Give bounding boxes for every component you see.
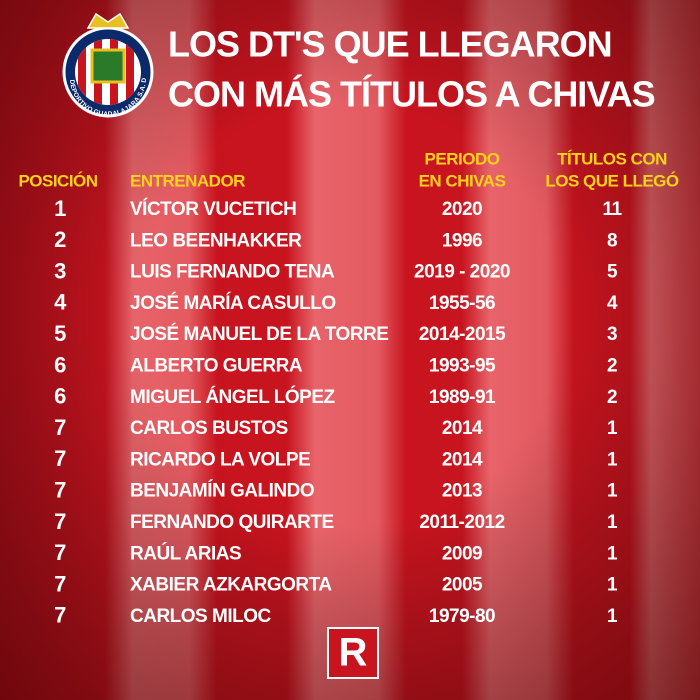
period: 1955-56 xyxy=(429,293,495,314)
titles: 1 xyxy=(607,481,618,502)
coach-name: BENJAMÍN GALINDO xyxy=(130,480,314,502)
period: 2019 - 2020 xyxy=(414,262,510,283)
titles: 8 xyxy=(607,230,617,251)
position: 7 xyxy=(54,509,66,534)
column-header: PERIODO xyxy=(425,149,500,168)
title-line: LOS DT'S QUE LLEGARON xyxy=(168,24,612,65)
titles: 3 xyxy=(607,324,617,345)
position: 7 xyxy=(54,571,66,596)
title: LOS DT'S QUE LLEGARON CON MÁS TÍTULOS A C… xyxy=(168,24,656,115)
brand-letter: R xyxy=(339,631,368,675)
titles: 5 xyxy=(607,262,618,283)
column-header: EN CHIVAS xyxy=(419,171,506,190)
table-row: 7 FERNANDO QUIRARTE 2011-2012 1 xyxy=(54,509,618,534)
coach-name: VÍCTOR VUCETICH xyxy=(130,198,296,220)
column-header: POSICIÓN xyxy=(18,171,97,190)
coach-name: JOSÉ MARÍA CASULLO xyxy=(130,292,336,314)
titles: 1 xyxy=(607,606,618,627)
column-header: ENTRENADOR xyxy=(130,171,245,190)
period: 1979-80 xyxy=(429,606,495,627)
period: 2014 xyxy=(442,418,483,439)
table-row: 7 BENJAMÍN GALINDO 2013 1 xyxy=(54,478,618,503)
table-row: 3 LUIS FERNANDO TENA 2019 - 2020 5 xyxy=(54,258,618,283)
table-row: 5 JOSÉ MANUEL DE LA TORRE 2014-2015 3 xyxy=(54,321,617,346)
table-row: 2 LEO BEENHAKKER 1996 8 xyxy=(54,227,617,252)
table-header: POSICIÓN ENTRENADOR PERIODO EN CHIVAS TÍTULO… xyxy=(18,149,679,190)
position: 7 xyxy=(54,478,66,503)
table-row: 4 JOSÉ MARÍA CASULLO 1955-56 4 xyxy=(54,290,618,315)
titles: 1 xyxy=(607,512,618,533)
position: 6 xyxy=(54,384,66,409)
coach-name: LEO BEENHAKKER xyxy=(130,230,302,251)
period: 1996 xyxy=(442,230,482,251)
coach-name: RAÚL ARIAS xyxy=(130,542,241,564)
table-body: 1 VÍCTOR VUCETICH 2020 112 LEO BEENHAKKER 199… xyxy=(54,196,623,628)
period: 2020 xyxy=(442,199,482,220)
coach-name: MIGUEL ÁNGEL LÓPEZ xyxy=(130,386,335,408)
position: 3 xyxy=(54,258,66,283)
period: 2005 xyxy=(442,575,483,596)
coach-name: CARLOS MILOC xyxy=(130,606,271,627)
table-row: 7 XABIER AZKARGORTA 2005 1 xyxy=(54,571,618,596)
table-row: 7 RICARDO LA VOLPE 2014 1 xyxy=(54,446,618,471)
position: 6 xyxy=(54,352,66,377)
period: 2011-2012 xyxy=(419,512,504,533)
coach-name: JOSÉ MANUEL DE LA TORRE xyxy=(130,323,388,345)
brand-logo: R xyxy=(327,627,379,679)
coach-name: XABIER AZKARGORTA xyxy=(130,575,332,596)
titles: 1 xyxy=(607,449,618,470)
position: 4 xyxy=(54,290,67,315)
titles: 1 xyxy=(607,543,618,564)
coach-name: RICARDO LA VOLPE xyxy=(130,449,310,470)
titles: 4 xyxy=(607,293,618,314)
period: 2014-2015 xyxy=(419,324,506,345)
position: 5 xyxy=(54,321,66,346)
period: 1993-95 xyxy=(429,356,496,377)
position: 7 xyxy=(54,446,66,471)
period: 2014 xyxy=(442,449,483,470)
table-row: 1 VÍCTOR VUCETICH 2020 11 xyxy=(54,196,623,221)
table-row: 7 CARLOS MILOC 1979-80 1 xyxy=(54,603,618,628)
title-line: CON MÁS TÍTULOS A CHIVAS xyxy=(168,74,655,115)
position: 1 xyxy=(54,196,66,221)
table-row: 7 RAÚL ARIAS 2009 1 xyxy=(54,540,618,565)
titles: 1 xyxy=(607,575,618,596)
column-header: LOS QUE LLEGÓ xyxy=(545,171,679,190)
table-row: 6 MIGUEL ÁNGEL LÓPEZ 1989-91 2 xyxy=(54,384,617,409)
period: 2009 xyxy=(442,543,482,564)
titles: 11 xyxy=(602,199,622,220)
period: 2013 xyxy=(442,481,482,502)
titles: 2 xyxy=(607,387,617,408)
titles: 1 xyxy=(607,418,618,439)
table-row: 7 CARLOS BUSTOS 2014 1 xyxy=(54,415,618,440)
coach-name: ALBERTO GUERRA xyxy=(130,356,303,377)
coach-name: CARLOS BUSTOS xyxy=(130,418,288,439)
coach-name: FERNANDO QUIRARTE xyxy=(130,512,334,533)
position: 7 xyxy=(54,603,66,628)
position: 2 xyxy=(54,227,66,252)
coach-name: LUIS FERNANDO TENA xyxy=(130,262,335,283)
position: 7 xyxy=(54,415,66,440)
table-row: 6 ALBERTO GUERRA 1993-95 2 xyxy=(54,352,617,377)
position: 7 xyxy=(54,540,66,565)
titles: 2 xyxy=(607,356,617,377)
column-header: TÍTULOS CON xyxy=(557,149,667,168)
period: 1989-91 xyxy=(429,387,496,408)
